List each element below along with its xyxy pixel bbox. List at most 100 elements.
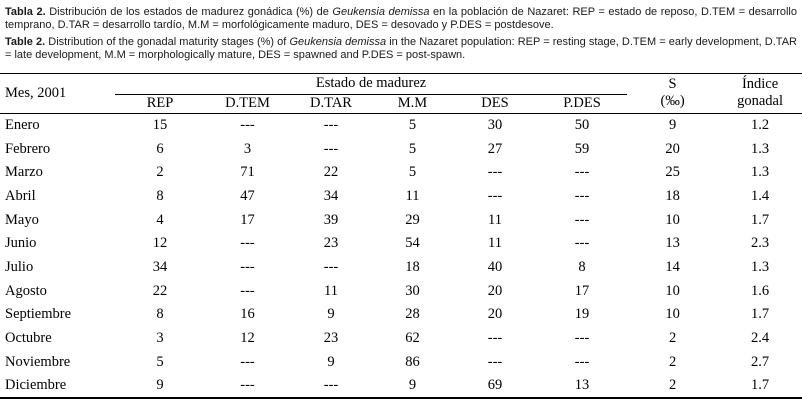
- value-cell: 12: [152, 235, 168, 252]
- table-row: Abril 8 47 34 11 --- --- 18 1.4: [0, 185, 802, 209]
- value-cell: 10: [665, 211, 680, 228]
- value-cell: 1.7: [751, 211, 770, 228]
- table-row: Mayo 4 17 39 29 11 --- 10 1.7: [0, 208, 802, 232]
- month-cell: Octubre: [5, 330, 52, 347]
- value-cell: 62: [405, 330, 420, 347]
- value-cell: ---: [323, 259, 339, 276]
- salinity-unit: (‰): [660, 93, 685, 110]
- value-cell: 1.3: [751, 259, 770, 276]
- value-cell: 30: [405, 282, 420, 299]
- value-cell: 40: [487, 259, 503, 276]
- value-cell: 29: [405, 211, 420, 228]
- table-row: Febrero 6 3 --- 5 27 59 20 1.3: [0, 137, 802, 161]
- value-cell: ---: [574, 164, 590, 181]
- month-column-header: Mes, 2001: [0, 73, 115, 115]
- species-name-es: Geukensia demissa: [332, 6, 430, 18]
- value-cell: 13: [574, 377, 590, 394]
- value-cell: 8: [156, 306, 164, 323]
- table-row: Enero 15 --- --- 5 30 50 9 1.2: [0, 114, 802, 138]
- caption-text-es-2: en la población de Nazaret: REP = estado…: [5, 6, 797, 32]
- value-cell: 25: [665, 164, 680, 181]
- month-cell: Agosto: [5, 282, 47, 299]
- value-cell: 10: [665, 306, 680, 323]
- table-row: Junio 12 --- 23 54 11 --- 13 2.3: [0, 232, 802, 256]
- month-cell: Enero: [5, 117, 40, 134]
- value-cell: 18: [405, 259, 420, 276]
- value-cell: 1.6: [751, 282, 770, 299]
- value-cell: 9: [156, 377, 164, 394]
- value-cell: ---: [487, 188, 503, 205]
- value-cell: ---: [240, 353, 255, 370]
- value-cell: 11: [488, 235, 502, 252]
- value-cell: 4: [156, 211, 164, 228]
- value-cell: 1.7: [751, 306, 770, 323]
- value-cell: 13: [665, 235, 680, 252]
- value-cell: 9: [327, 306, 335, 323]
- index-header-word2: gonadal: [737, 93, 784, 110]
- value-cell: ---: [574, 330, 590, 347]
- value-cell: 23: [323, 330, 339, 347]
- value-cell: 2: [668, 353, 677, 370]
- table-row: Noviembre 5 --- 9 86 --- --- 2 2.7: [0, 351, 802, 375]
- month-cell: Noviembre: [5, 353, 71, 370]
- value-cell: 19: [574, 306, 590, 323]
- value-cell: 5: [408, 164, 417, 181]
- value-cell: 18: [665, 188, 680, 205]
- value-cell: ---: [240, 235, 255, 252]
- stage-header-pdes: P.DES: [537, 94, 628, 115]
- maturity-group-header: Estado de madurez: [115, 73, 628, 95]
- table-row: Octubre 3 12 23 62 --- --- 2 2.4: [0, 327, 802, 351]
- species-name-en: Geukensia demissa: [289, 35, 387, 48]
- caption-label-es: Tabla 2.: [5, 6, 46, 18]
- value-cell: ---: [240, 259, 255, 276]
- stage-header-rep: REP: [115, 94, 205, 115]
- value-cell: 20: [487, 306, 503, 323]
- value-cell: 1.7: [751, 377, 770, 394]
- value-cell: 23: [323, 235, 339, 252]
- value-cell: 2: [668, 377, 677, 394]
- value-cell: 30: [487, 117, 503, 134]
- value-cell: 3: [243, 140, 252, 157]
- value-cell: ---: [487, 353, 503, 370]
- month-cell: Julio: [5, 259, 34, 276]
- value-cell: ---: [323, 140, 339, 157]
- table-row: Diciembre 9 --- --- 9 69 13 2 1.7: [0, 374, 802, 398]
- value-cell: 1.3: [751, 140, 770, 157]
- value-cell: 3: [156, 330, 164, 347]
- value-cell: 54: [405, 235, 420, 252]
- header-row-stages: REP D.TEM D.TAR M.M DES P.DES: [0, 94, 802, 115]
- month-cell: Mayo: [5, 211, 39, 228]
- value-cell: ---: [574, 235, 590, 252]
- value-cell: 86: [405, 353, 420, 370]
- value-cell: 14: [665, 259, 680, 276]
- caption-spanish: Tabla 2. Distribución de los estados de …: [5, 6, 797, 33]
- value-cell: 8: [156, 188, 164, 205]
- index-header-word1: Índice: [741, 76, 779, 93]
- month-cell: Febrero: [5, 140, 51, 157]
- value-cell: ---: [323, 117, 339, 134]
- value-cell: 8: [578, 259, 586, 276]
- gonadal-index-column-header: Índice gonadal: [718, 73, 802, 115]
- caption-text-en-2: in the Nazaret population: REP = resting…: [5, 35, 797, 62]
- value-cell: 17: [574, 282, 590, 299]
- value-cell: 11: [488, 211, 502, 228]
- value-cell: 1.3: [751, 164, 770, 181]
- value-cell: 1.2: [751, 117, 770, 134]
- value-cell: ---: [240, 117, 255, 134]
- value-cell: 2.4: [751, 330, 770, 347]
- table-header: Mes, 2001 Estado de madurez S (‰) Índice g…: [0, 73, 802, 115]
- value-cell: 6: [156, 140, 164, 157]
- value-cell: 20: [487, 282, 503, 299]
- maturity-table: Mes, 2001 Estado de madurez S (‰) Índice g…: [0, 72, 802, 399]
- month-cell: Septiembre: [5, 306, 72, 323]
- salinity-symbol: S: [668, 76, 677, 93]
- value-cell: ---: [487, 164, 503, 181]
- value-cell: ---: [323, 377, 339, 394]
- salinity-column-header: S (‰): [627, 73, 719, 115]
- caption-text-es-1: Distribución de los estados de madurez g…: [49, 6, 329, 18]
- value-cell: 9: [327, 353, 335, 370]
- value-cell: 12: [240, 330, 255, 347]
- value-cell: 28: [405, 306, 420, 323]
- value-cell: 9: [668, 117, 677, 134]
- caption-label-en: Table 2.: [5, 35, 46, 48]
